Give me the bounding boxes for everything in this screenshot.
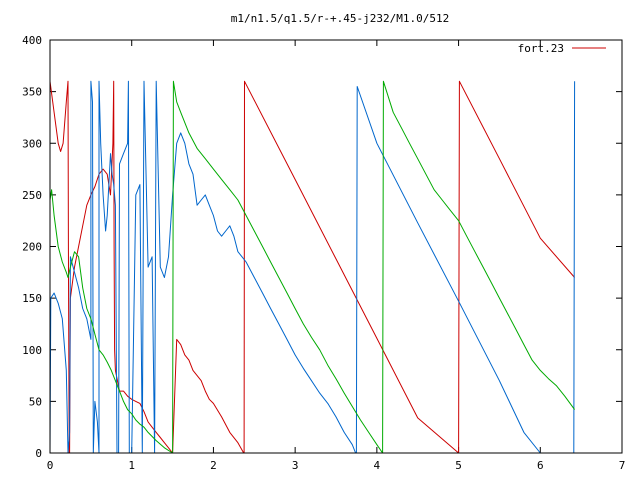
legend: fort.23 — [518, 42, 606, 55]
plot-frame — [49, 39, 623, 454]
y-tick-label: 0 — [35, 447, 42, 460]
y-tick-label: 100 — [22, 344, 42, 357]
chart-title: m1/n1.5/q1.5/r-+.45-j232/M1.0/512 — [231, 12, 450, 25]
x-tick-label: 4 — [374, 459, 381, 472]
y-tick-label: 150 — [22, 292, 42, 305]
legend-label: fort.23 — [518, 42, 564, 55]
y-tick-label: 50 — [29, 395, 42, 408]
x-tick-label: 7 — [619, 459, 626, 472]
x-tick-label: 2 — [210, 459, 217, 472]
x-tick-label: 1 — [128, 459, 135, 472]
y-tick-label: 250 — [22, 189, 42, 202]
y-tick-label: 300 — [22, 137, 42, 150]
series-line-3 — [49, 80, 576, 454]
series-line-2 — [49, 80, 576, 454]
y-tick-label: 200 — [22, 241, 42, 254]
y-tick-label: 350 — [22, 86, 42, 99]
x-tick-label: 0 — [47, 459, 54, 472]
x-tick-label: 6 — [537, 459, 544, 472]
x-tick-label: 3 — [292, 459, 299, 472]
x-tick-label: 5 — [455, 459, 462, 472]
y-tick-label: 400 — [22, 34, 42, 47]
